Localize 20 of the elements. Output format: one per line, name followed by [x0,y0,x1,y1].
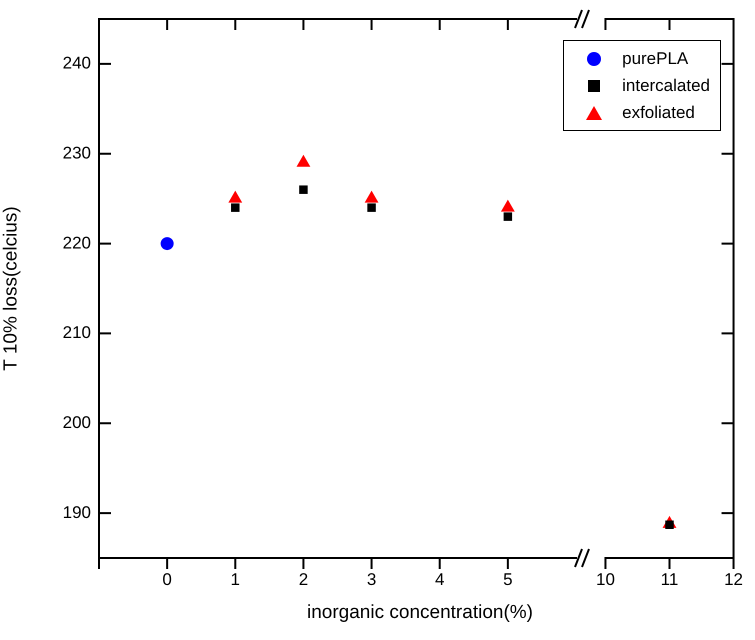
x-tick-label: 10 [596,570,615,589]
x-tick-label: 4 [434,570,444,589]
y-tick-label: 240 [62,54,91,73]
x-tick-label: 5 [503,570,513,589]
legend-label: intercalated [622,76,710,96]
x-tick-label: 11 [660,570,678,589]
x-tick-label: 2 [298,570,308,589]
legend-label: exfoliated [622,102,695,122]
y-tick-label: 220 [62,233,91,252]
x-axis-title: inorganic concentration(%) [306,602,534,624]
x-tick-label: 3 [366,570,376,589]
x-tick-label: 0 [162,570,172,589]
y-tick-label: 210 [62,323,91,342]
x-tick-label: 1 [230,570,240,589]
x-tick-label: 12 [724,570,744,589]
y-tick-label: 200 [62,412,91,432]
y-tick-label: 230 [62,143,91,162]
y-axis-title: T 10% loss(celcius) [0,206,22,371]
legend-label: purePLA [622,48,688,68]
y-tick-label: 190 [62,502,91,522]
